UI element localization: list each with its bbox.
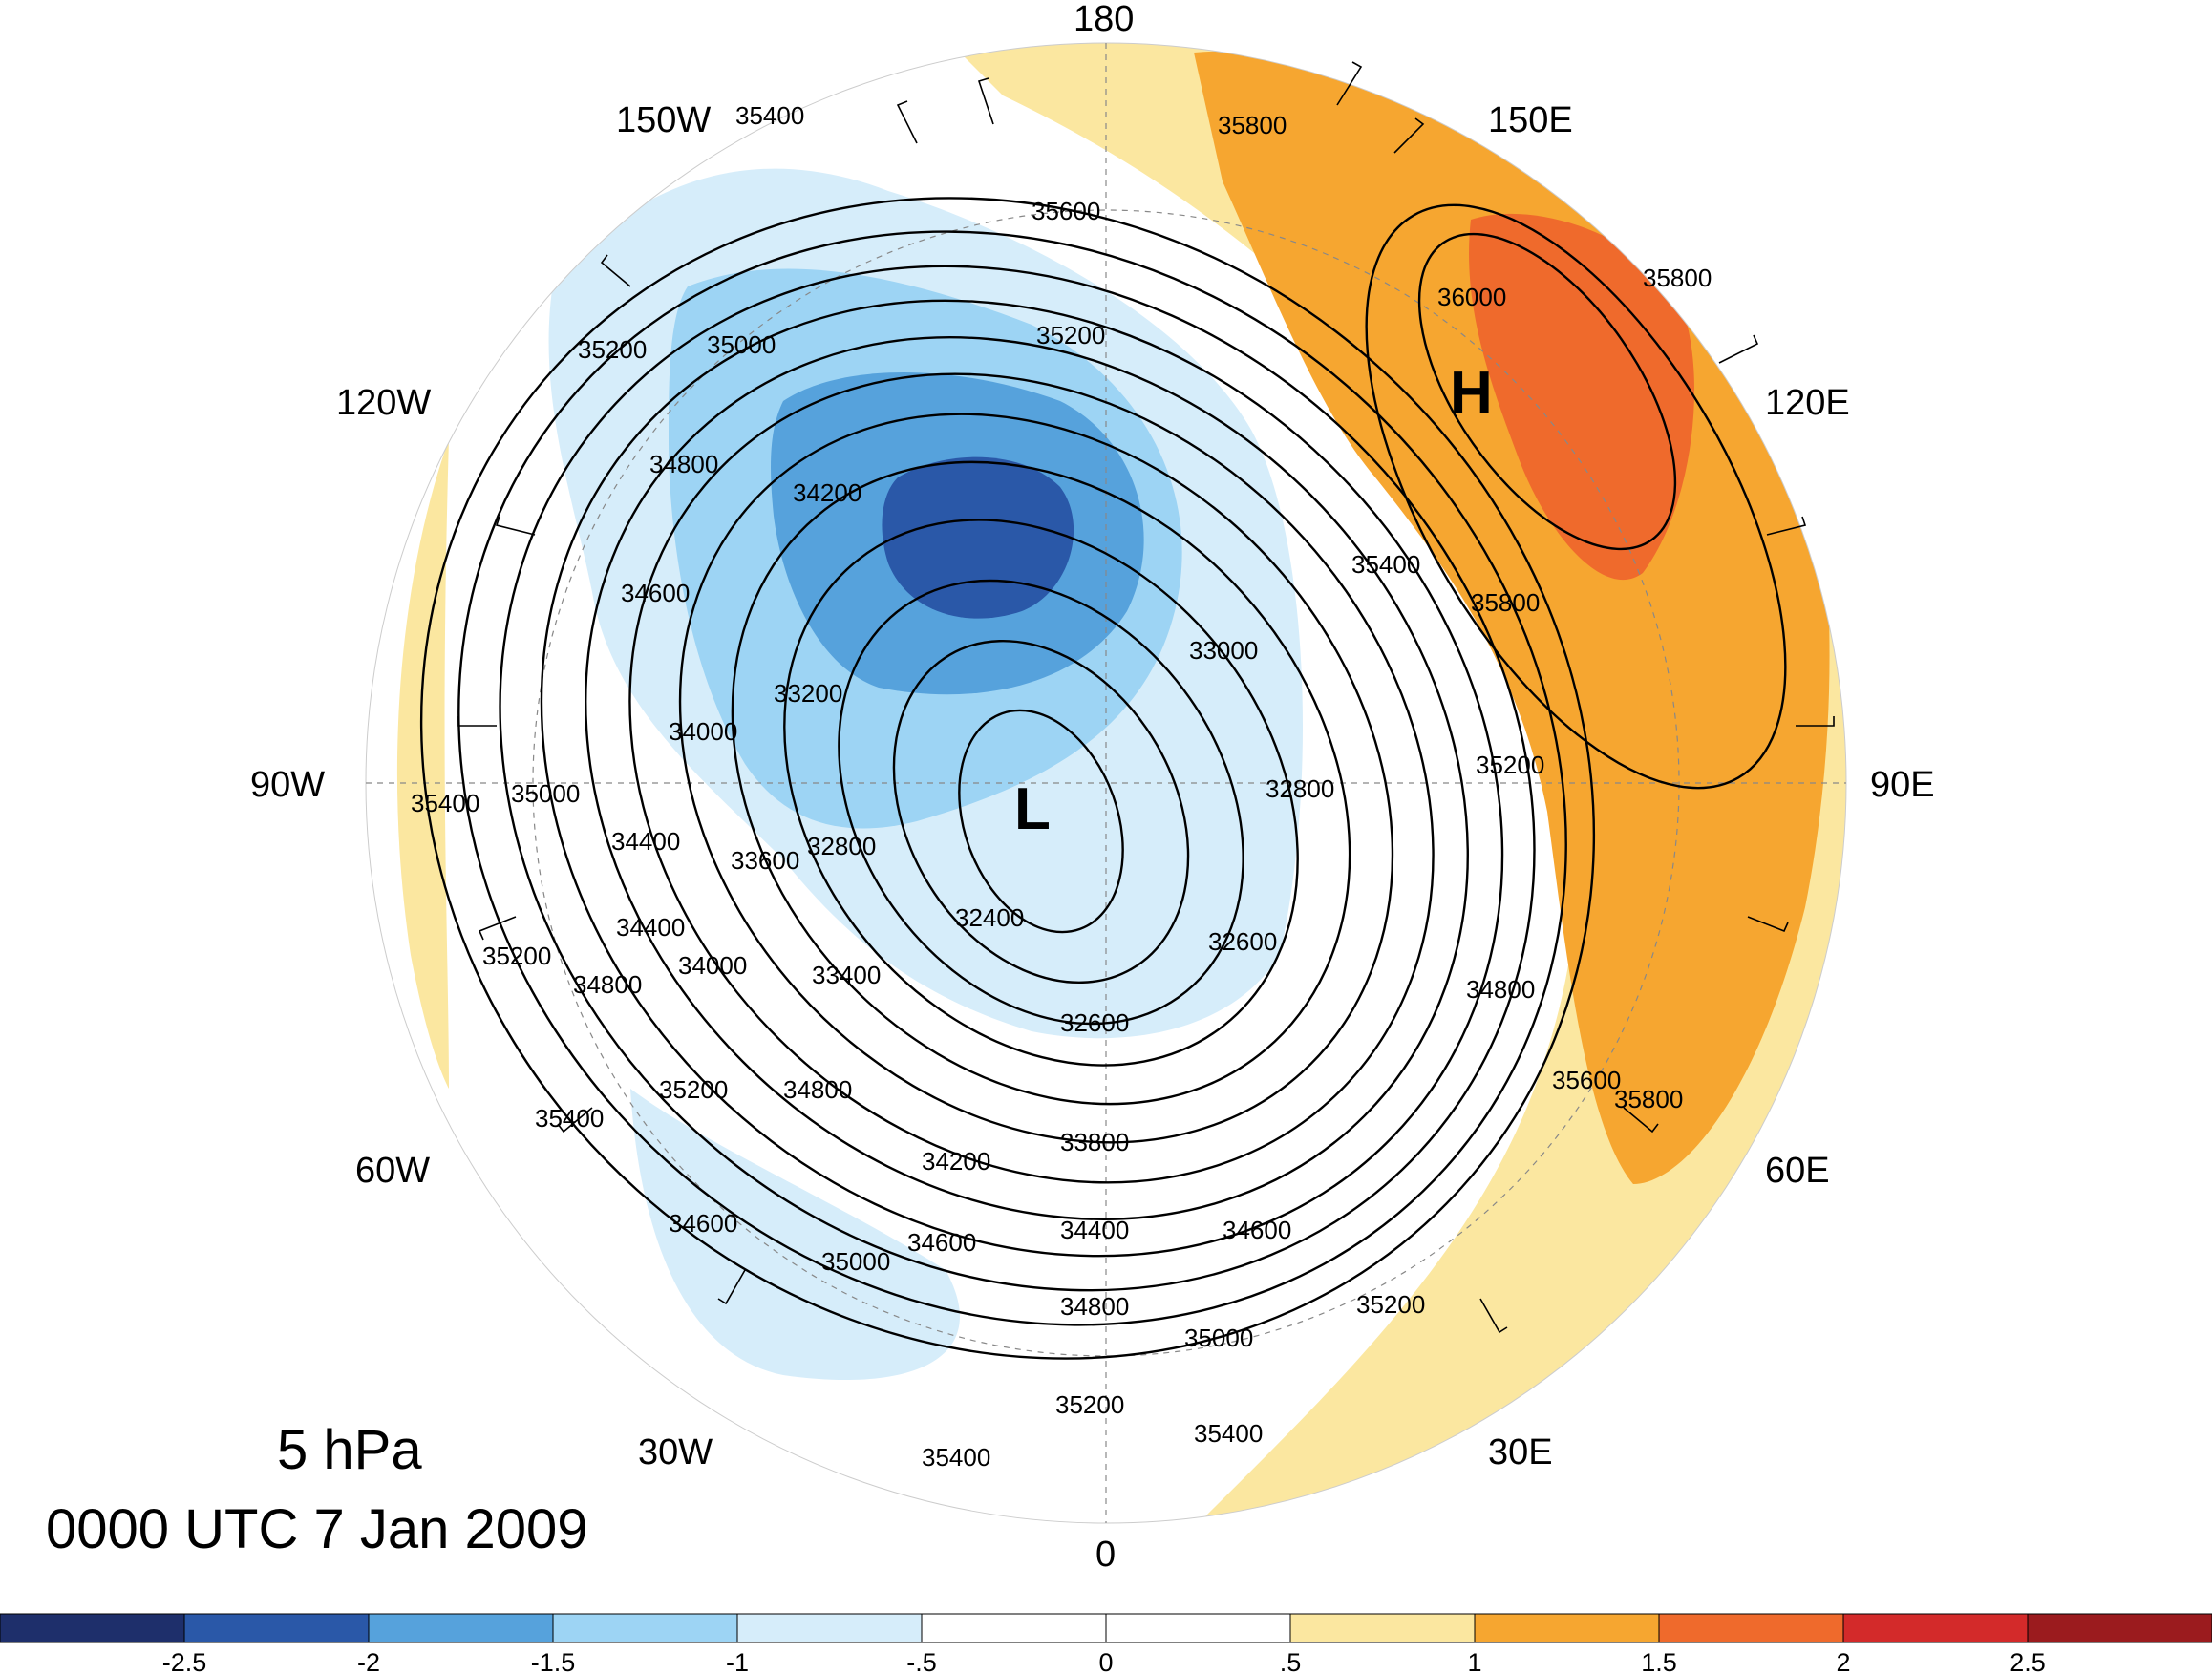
- wind-barbs: [457, 61, 1835, 1334]
- contour-label: 32800: [1266, 774, 1334, 803]
- contour-label: 35800: [1218, 111, 1287, 139]
- contour-label: 32600: [1060, 1008, 1129, 1037]
- contour-label: 35400: [735, 101, 804, 130]
- contour-label-group: 35400 35600 35800 36000 35800 35200 3500…: [411, 101, 1712, 1472]
- contour-label: 33600: [731, 846, 799, 875]
- contour-label: 35600: [1032, 197, 1100, 225]
- contour-label: 33200: [774, 679, 842, 708]
- contour-label: 35400: [922, 1443, 990, 1472]
- contour-label: 35000: [707, 330, 776, 359]
- lon-label-150e: 150E: [1488, 100, 1573, 140]
- contour-label: 35200: [578, 335, 647, 364]
- contour-label: 35400: [1351, 550, 1420, 579]
- contour-label: 34600: [669, 1209, 737, 1238]
- colorbar: -2.5 -2 -1.5 -1 -.5 0 .5 1 1.5 2 2.5: [0, 1613, 2212, 1674]
- colorbar-tick-label: 0: [1098, 1648, 1113, 1674]
- colorbar-swatch: [552, 1613, 738, 1643]
- contour-label: 36000: [1437, 283, 1506, 311]
- colorbar-tick-label: 2.5: [2010, 1648, 2046, 1674]
- contour-label: 35200: [482, 942, 551, 970]
- height-contours: [419, 197, 1787, 1360]
- lon-label-60e: 60E: [1765, 1151, 1830, 1191]
- contour-label: 35200: [659, 1075, 728, 1104]
- lon-label-90e: 90E: [1870, 765, 1935, 805]
- lon-label-150w: 150W: [616, 100, 711, 140]
- colorbar-swatch: [1289, 1613, 1476, 1643]
- anomaly-fill-deep-blue: [882, 456, 1074, 619]
- contour-label: 35400: [411, 789, 479, 817]
- contour-label: 34800: [1060, 1292, 1129, 1321]
- contour-label: 34600: [621, 579, 690, 607]
- contour-label: 35000: [511, 779, 580, 808]
- contour-label: 35400: [1194, 1419, 1263, 1448]
- lon-label-30w: 30W: [638, 1432, 713, 1473]
- lon-label-120e: 120E: [1765, 383, 1850, 423]
- contour-label: 34000: [669, 717, 737, 746]
- colorbar-tick-label: -1.5: [531, 1648, 576, 1674]
- contour-label: 34400: [611, 827, 680, 856]
- contour-label: 33400: [812, 961, 881, 989]
- contour-label: 34600: [907, 1228, 976, 1257]
- colorbar-swatch: [921, 1613, 1107, 1643]
- contour-label: 34800: [649, 450, 718, 478]
- anomaly-shading: [396, 43, 1846, 1523]
- contour-label: 32600: [1208, 927, 1277, 956]
- colorbar-swatch: [183, 1613, 370, 1643]
- contour-label: 34400: [1060, 1216, 1129, 1244]
- lon-label-0: 0: [1095, 1535, 1116, 1575]
- colorbar-tick-label: -1: [726, 1648, 749, 1674]
- contour-label: 32800: [807, 832, 876, 860]
- title-pressure-level: 5 hPa: [277, 1419, 422, 1481]
- high-center-marker: H: [1450, 360, 1493, 426]
- contour-label: 35400: [535, 1104, 604, 1133]
- colorbar-tick-label: 2: [1836, 1648, 1850, 1674]
- contour-label: 35000: [821, 1247, 890, 1276]
- colorbar-tick-label: 1: [1467, 1648, 1481, 1674]
- colorbar-swatch: [1658, 1613, 1844, 1643]
- contour-label: 35200: [1036, 321, 1105, 350]
- contour-label: 34200: [793, 478, 861, 507]
- contour-label: 34800: [783, 1075, 852, 1104]
- lon-label-120w: 120W: [336, 383, 431, 423]
- low-center-marker: L: [1014, 776, 1051, 842]
- contour-label: 35800: [1643, 264, 1712, 292]
- contour-label: 33800: [1060, 1128, 1129, 1156]
- contour-label: 34200: [922, 1147, 990, 1176]
- colorbar-swatch: [736, 1613, 923, 1643]
- colorbar-tick-label: -2.5: [162, 1648, 207, 1674]
- contour-label: 34000: [678, 951, 747, 980]
- contour-label: 32400: [955, 903, 1024, 932]
- graticule: [366, 43, 1846, 1523]
- lon-label-30e: 30E: [1488, 1432, 1553, 1473]
- lon-label-60w: 60W: [355, 1151, 430, 1191]
- lon-label-90w: 90W: [250, 765, 325, 805]
- lon-label-180: 180: [1074, 0, 1134, 39]
- colorbar-tick-label: .5: [1280, 1648, 1302, 1674]
- contour-label: 35200: [1476, 751, 1544, 779]
- colorbar-swatch: [1105, 1613, 1291, 1643]
- title-valid-time: 0000 UTC 7 Jan 2009: [46, 1498, 588, 1560]
- colorbar-swatch: [1474, 1613, 1660, 1643]
- contour-label: 34600: [1223, 1216, 1291, 1244]
- colorbar-tick-label: -2: [357, 1648, 380, 1674]
- colorbar-swatch: [1842, 1613, 2029, 1643]
- contour-label: 35600: [1552, 1066, 1621, 1094]
- contour-label: 35200: [1356, 1290, 1425, 1319]
- contour-label: 34400: [616, 913, 685, 942]
- colorbar-swatch: [368, 1613, 554, 1643]
- contour-label: 35800: [1471, 588, 1540, 617]
- contour-label: 35200: [1055, 1390, 1124, 1419]
- contour-label: 34800: [573, 970, 642, 999]
- colorbar-swatch: [0, 1613, 185, 1643]
- contour-label: 35800: [1614, 1085, 1683, 1113]
- anomaly-fill-red-orange: [1469, 213, 1694, 581]
- contour-label: 34800: [1466, 975, 1535, 1004]
- colorbar-swatch: [2027, 1613, 2212, 1643]
- contour-label: 35000: [1184, 1324, 1253, 1352]
- colorbar-tick-label: -.5: [906, 1648, 937, 1674]
- colorbar-tick-label: 1.5: [1641, 1648, 1677, 1674]
- longitude-labels: 180 150E 120E 90E 60E 30E 0 30W 60W 90W …: [250, 0, 1935, 1575]
- contour-label: 33000: [1189, 636, 1258, 665]
